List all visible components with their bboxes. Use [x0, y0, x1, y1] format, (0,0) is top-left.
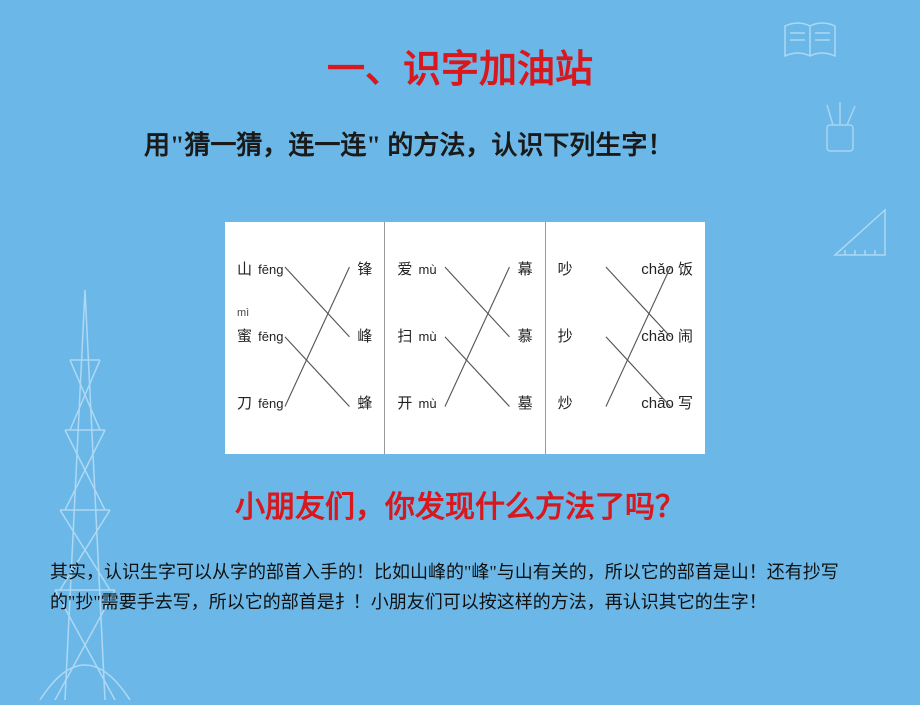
- exercise-column: 吵抄炒chǎo 饭chǎo 闹chāo 写: [546, 222, 705, 454]
- connection-lines: [554, 240, 697, 444]
- pen-cup-icon: [815, 100, 865, 160]
- exercise-column: 山 fēnɡ蜜 fēnɡmì刀 fēnɡ锋峰蜂: [225, 222, 385, 454]
- explanation-text: 其实，认识生字可以从字的部首入手的！比如山峰的"峰"与山有关的，所以它的部首是山…: [50, 558, 880, 617]
- discovery-question: 小朋友们，你发现什么方法了吗？: [0, 482, 920, 526]
- connection-lines: [233, 240, 376, 444]
- instruction-text: 用"猜一猜，连一连" 的方法，认识下列生字！: [144, 126, 784, 165]
- section-title: 一、识字加油站: [0, 38, 920, 93]
- exercise-column: 爱 mù扫 mù开 mù幕慕墓: [385, 222, 545, 454]
- ruler-triangle-icon: [830, 205, 890, 265]
- matching-exercise: 山 fēnɡ蜜 fēnɡmì刀 fēnɡ锋峰蜂爱 mù扫 mù开 mù幕慕墓吵抄…: [225, 222, 705, 454]
- connection-lines: [393, 240, 536, 444]
